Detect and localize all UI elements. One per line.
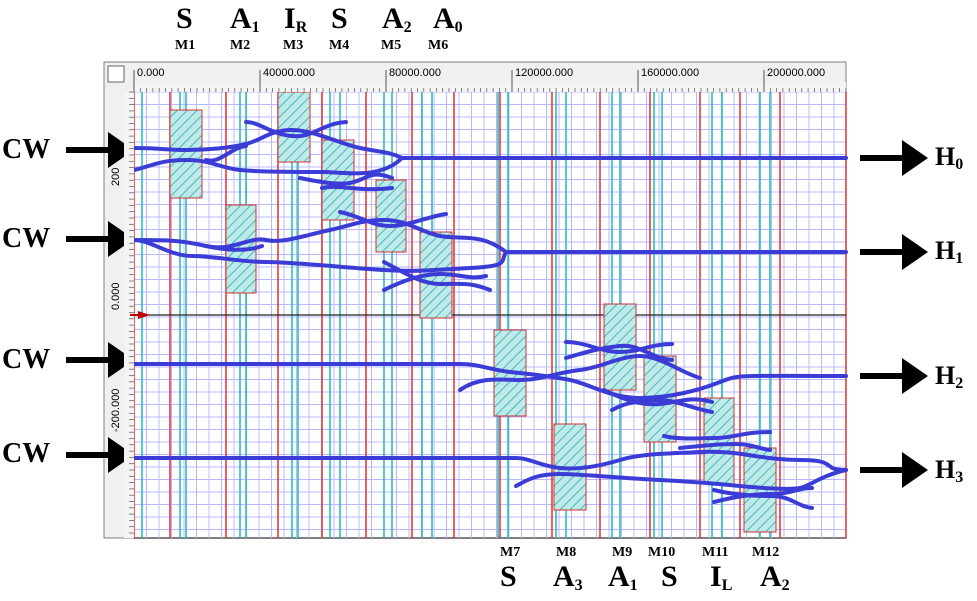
x-tick-2: 80000.000 [389, 67, 441, 79]
top-module-m2: M2 [230, 38, 251, 53]
input-cw-1: CW [2, 223, 51, 254]
electrode-pad [169, 109, 203, 199]
waveguide-path [204, 244, 264, 252]
waveguide-path [338, 210, 448, 229]
output-h2: H2 [935, 361, 964, 393]
origin-marker-icon [138, 311, 150, 319]
bottom-letter-m9: A1 [608, 560, 638, 595]
top-module-m5: M5 [381, 38, 402, 53]
electrode-pad [321, 139, 355, 221]
top-letter-m5: A2 [382, 2, 412, 37]
y-tick-0: 200 [110, 167, 122, 186]
bottom-module-m7: M7 [500, 545, 521, 560]
y-tick-1: 0.000 [110, 282, 122, 310]
x-tick-4: 160000.000 [641, 67, 700, 79]
input-arrow-0-head [108, 132, 134, 168]
input-cw-3: CW [2, 438, 51, 469]
bottom-letter-m7: S [500, 560, 517, 593]
waveguide-path [320, 184, 394, 192]
input-arrow-2-head [108, 342, 134, 378]
output-arrow-3-head [902, 452, 928, 488]
bottom-module-m10: M10 [648, 545, 676, 560]
waveguide-path [204, 144, 248, 163]
top-letter-m1: S [176, 2, 193, 35]
top-letter-m4: S [331, 2, 348, 35]
waveguide-path [564, 343, 674, 362]
output-h1: H1 [935, 236, 964, 268]
waveguide-path [132, 449, 848, 472]
electrode-pad [703, 397, 735, 485]
electrode-pad [277, 91, 311, 163]
waveguide-path [244, 120, 348, 139]
rulers [124, 70, 847, 538]
output-h0: H0 [935, 142, 964, 174]
input-arrow-3-head [108, 437, 134, 473]
bottom-letter-m12: A2 [760, 560, 790, 595]
top-letter-m3: IR [284, 2, 308, 37]
electrode-pad [375, 179, 407, 253]
left-ruler [124, 92, 134, 538]
x-tick-3: 120000.000 [515, 67, 574, 79]
output-h3: H3 [935, 455, 964, 487]
waveguide-path [678, 441, 772, 452]
waveguide-path [712, 486, 814, 504]
input-cw-0: CW [2, 134, 51, 165]
x-tick-0: 0.000 [137, 67, 165, 79]
output-arrow-1-head [902, 234, 928, 270]
x-tick-1: 40000.000 [263, 67, 315, 79]
waveguide-path [132, 238, 508, 273]
bottom-module-m8: M8 [556, 545, 577, 560]
top-letter-m6: A0 [433, 2, 463, 37]
waveguide-path [662, 430, 772, 441]
io-arrows [66, 132, 928, 488]
waveguide-path [298, 172, 394, 186]
waveguide-path [458, 353, 702, 392]
bottom-module-m12: M12 [752, 545, 780, 560]
top-module-m4: M4 [329, 38, 350, 53]
top-letter-m2: A1 [230, 2, 260, 37]
input-cw-2: CW [2, 344, 51, 375]
y-tick-2: -200.000 [110, 388, 122, 432]
bottom-module-m11: M11 [702, 545, 729, 560]
output-arrow-0-head [902, 140, 928, 176]
waveguide-path [610, 397, 714, 414]
major-grid [133, 92, 847, 538]
x-tick-5: 200000.000 [767, 67, 826, 79]
waveguide-path [602, 388, 714, 407]
waveguide-path [382, 271, 488, 292]
top-module-m3: M3 [283, 38, 304, 53]
top-module-m6: M6 [428, 38, 449, 53]
bottom-module-m9: M9 [612, 545, 633, 560]
waveguide-path [564, 340, 674, 355]
input-arrow-1-head [108, 221, 134, 257]
waveguide-path [382, 260, 492, 292]
top-ruler [134, 82, 846, 92]
waveguide-path [132, 156, 404, 176]
waveguide-path [132, 127, 848, 160]
corner-box[interactable] [107, 65, 125, 83]
output-arrow-2-head [902, 358, 928, 394]
bottom-letter-m10: S [661, 560, 678, 593]
top-module-m1: M1 [175, 38, 196, 53]
waveguides [132, 120, 848, 510]
bottom-letter-m11: IL [710, 560, 733, 595]
bottom-letter-m8: A3 [553, 560, 583, 595]
